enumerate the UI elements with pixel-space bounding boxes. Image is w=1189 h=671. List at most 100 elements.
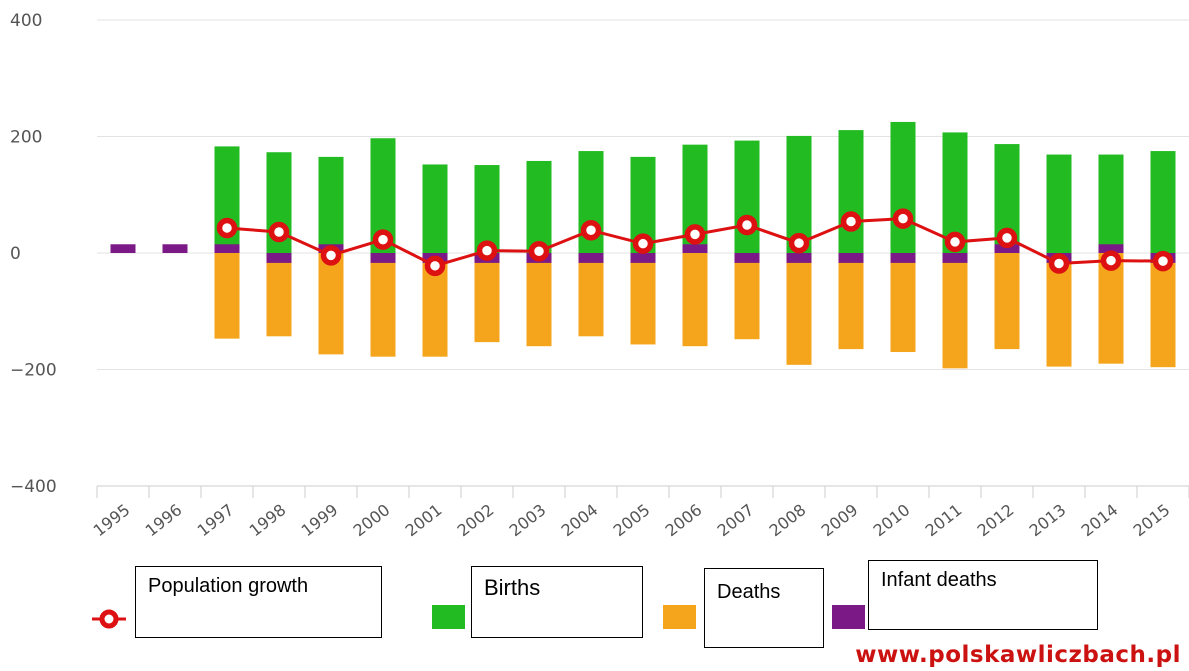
x-tick-label: 2012 xyxy=(974,500,1018,540)
population-growth-point xyxy=(268,221,290,243)
x-axis: 1995 1996 1997 1998 1999 2000 2001 2002 2003 2004… xyxy=(90,485,1189,540)
births-bar xyxy=(734,140,760,253)
infant-deaths-bar xyxy=(578,253,604,263)
births-bar xyxy=(838,130,864,253)
population-growth-point xyxy=(1152,250,1174,272)
x-tick-label: 2011 xyxy=(922,500,966,540)
deaths-bar xyxy=(266,253,292,337)
deaths-swatch-icon xyxy=(663,605,696,629)
deaths-bar xyxy=(994,253,1020,350)
deaths-bar xyxy=(890,253,916,353)
deaths-bar xyxy=(734,253,760,340)
x-tick-label: 2009 xyxy=(818,500,862,540)
infant-deaths-bar xyxy=(838,253,864,263)
population-growth-point xyxy=(944,231,966,253)
infant-deaths-bar xyxy=(682,244,708,253)
legend-icons xyxy=(92,605,865,629)
population-growth-point xyxy=(736,214,758,236)
infant-deaths-bar xyxy=(786,253,812,263)
legend-infant-deaths-label: Infant deaths xyxy=(881,569,997,591)
infant-deaths-bar xyxy=(890,253,916,263)
population-growth-point xyxy=(1048,253,1070,274)
legend-population-growth-label: Population growth xyxy=(148,575,309,597)
infant-deaths-bar xyxy=(370,253,396,263)
deaths-bar xyxy=(370,253,396,357)
x-tick-label: 2004 xyxy=(558,500,602,540)
deaths-bar xyxy=(1150,253,1176,368)
population-growth-point xyxy=(996,227,1018,249)
x-tick-label: 1996 xyxy=(142,500,186,540)
population-growth-point xyxy=(840,211,862,232)
births-bar xyxy=(474,165,500,253)
y-tick-label: 200 xyxy=(10,128,42,148)
x-tick-label: 1997 xyxy=(194,500,238,540)
population-growth-line xyxy=(216,208,1174,277)
deaths-bar xyxy=(526,253,552,347)
infant-deaths-bar xyxy=(994,244,1020,253)
infant-deaths-bar xyxy=(630,253,656,263)
x-tick-label: 2007 xyxy=(714,500,758,540)
legend-deaths-label: Deaths xyxy=(717,581,781,603)
y-tick-label: −400 xyxy=(10,477,57,497)
deaths-bar xyxy=(578,253,604,337)
x-tick-label: 2008 xyxy=(766,500,810,540)
population-growth-point xyxy=(320,245,342,266)
population-growth-point xyxy=(684,224,706,245)
y-axis-ticks: 400 200 0 −200 −400 xyxy=(10,11,57,497)
deaths-bar xyxy=(838,253,864,350)
x-tick-label: 2010 xyxy=(870,500,914,540)
legend-infant-deaths[interactable]: Infant deaths xyxy=(868,560,1098,630)
infant-deaths-bar xyxy=(266,253,292,263)
x-tick-label: 2015 xyxy=(1130,500,1174,540)
deaths-bar xyxy=(318,253,344,355)
x-tick-label: 2005 xyxy=(610,500,654,540)
infant-deaths-bar xyxy=(734,253,760,263)
legend-births-label: Births xyxy=(484,575,541,600)
population-growth-point xyxy=(528,241,550,262)
population-growth-point xyxy=(580,220,602,241)
y-tick-label: −200 xyxy=(10,361,57,381)
infant-deaths-swatch-icon xyxy=(832,605,865,629)
population-growth-point xyxy=(372,229,394,250)
population-growth-point xyxy=(216,217,238,239)
births-bar xyxy=(890,121,916,253)
y-tick-label: 0 xyxy=(10,244,21,264)
x-tick-label: 1998 xyxy=(246,500,290,540)
infant-deaths-bar xyxy=(1098,244,1124,253)
x-tick-label: 2014 xyxy=(1078,500,1122,540)
births-bar xyxy=(1150,151,1176,253)
x-tick-label: 1995 xyxy=(90,500,134,540)
x-tick-label: 2013 xyxy=(1026,500,1070,540)
births-bar xyxy=(318,156,344,253)
y-tick-label: 400 xyxy=(10,11,42,31)
population-growth-point xyxy=(424,255,446,277)
x-tick-label: 2002 xyxy=(454,500,498,540)
deaths-bar xyxy=(214,253,240,339)
x-tick-label: 2000 xyxy=(350,500,394,540)
legend-population-growth[interactable]: Population growth xyxy=(135,566,382,638)
population-growth-point xyxy=(892,208,914,229)
x-tick-label: 2006 xyxy=(662,500,706,540)
births-bar xyxy=(422,164,448,253)
deaths-bar xyxy=(474,253,500,343)
population-growth-point xyxy=(1100,250,1122,271)
deaths-bar xyxy=(786,253,812,365)
births-swatch-icon xyxy=(432,605,465,629)
population-growth-point xyxy=(788,232,810,254)
deaths-bar xyxy=(682,253,708,347)
x-tick-label: 2001 xyxy=(402,500,446,540)
x-tick-label: 2003 xyxy=(506,500,550,540)
deaths-bar xyxy=(630,253,656,345)
population-growth-point xyxy=(632,233,654,254)
deaths-bar xyxy=(942,253,968,369)
legend-deaths[interactable]: Deaths xyxy=(704,568,824,648)
legend-circle-icon xyxy=(99,609,119,629)
births-bar xyxy=(1046,154,1072,253)
population-growth-point xyxy=(476,240,498,261)
legend-births[interactable]: Births xyxy=(471,566,643,638)
x-tick-label: 1999 xyxy=(298,500,342,540)
infant-deaths-bar xyxy=(110,244,136,253)
deaths-bar xyxy=(1098,253,1124,364)
infant-deaths-bar xyxy=(942,253,968,263)
